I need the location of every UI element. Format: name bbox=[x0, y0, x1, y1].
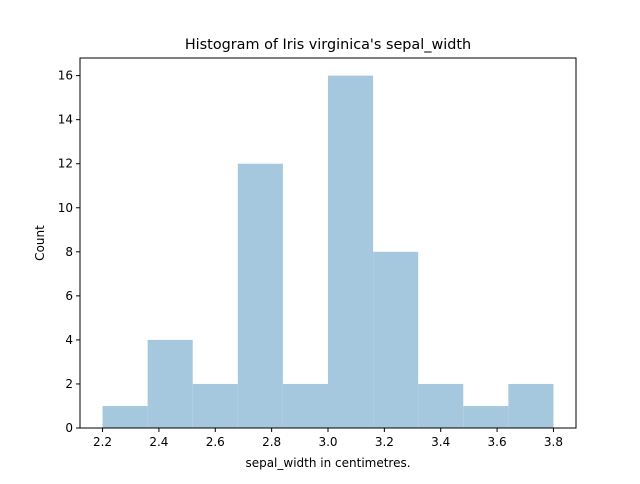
y-axis-label: Count bbox=[33, 225, 47, 261]
x-tick-label: 2.4 bbox=[149, 435, 168, 449]
x-tick-label: 3.2 bbox=[375, 435, 394, 449]
chart-title: Histogram of Iris virginica's sepal_widt… bbox=[185, 37, 471, 53]
y-tick-label: 10 bbox=[58, 201, 73, 215]
histogram-bar bbox=[102, 405, 148, 428]
y-tick-label: 6 bbox=[65, 289, 73, 303]
histogram-bar bbox=[508, 383, 554, 428]
bars-group bbox=[102, 75, 554, 428]
y-tick-label: 16 bbox=[58, 69, 73, 83]
x-ticks-group: 2.2 2.4 2.6 2.8 3.0 3.2 3.4 3.6 3.8 bbox=[93, 428, 563, 449]
y-tick-label: 12 bbox=[58, 157, 73, 171]
y-tick-label: 2 bbox=[65, 377, 73, 391]
y-ticks-group: 0 2 4 6 8 10 12 14 16 bbox=[58, 69, 80, 435]
x-tick-label: 3.0 bbox=[318, 435, 337, 449]
histogram-bar bbox=[192, 383, 238, 428]
histogram-bar bbox=[418, 383, 464, 428]
histogram-bar bbox=[147, 339, 193, 428]
histogram-bar bbox=[237, 163, 283, 428]
y-tick-label: 4 bbox=[65, 333, 73, 347]
plot-area-frame bbox=[79, 57, 577, 429]
y-tick-label: 0 bbox=[65, 421, 73, 435]
histogram-bar bbox=[463, 405, 509, 428]
x-tick-label: 2.2 bbox=[93, 435, 112, 449]
x-tick-label: 3.8 bbox=[544, 435, 563, 449]
y-tick-label: 14 bbox=[58, 113, 73, 127]
x-tick-label: 2.8 bbox=[262, 435, 281, 449]
histogram-bar bbox=[373, 251, 419, 428]
x-tick-label: 3.4 bbox=[431, 435, 450, 449]
histogram-bar bbox=[282, 383, 328, 428]
x-tick-label: 3.6 bbox=[488, 435, 507, 449]
x-axis-label: sepal_width in centimetres. bbox=[245, 456, 410, 470]
histogram-bar bbox=[328, 75, 374, 428]
x-tick-label: 2.6 bbox=[206, 435, 225, 449]
y-tick-label: 8 bbox=[65, 245, 73, 259]
